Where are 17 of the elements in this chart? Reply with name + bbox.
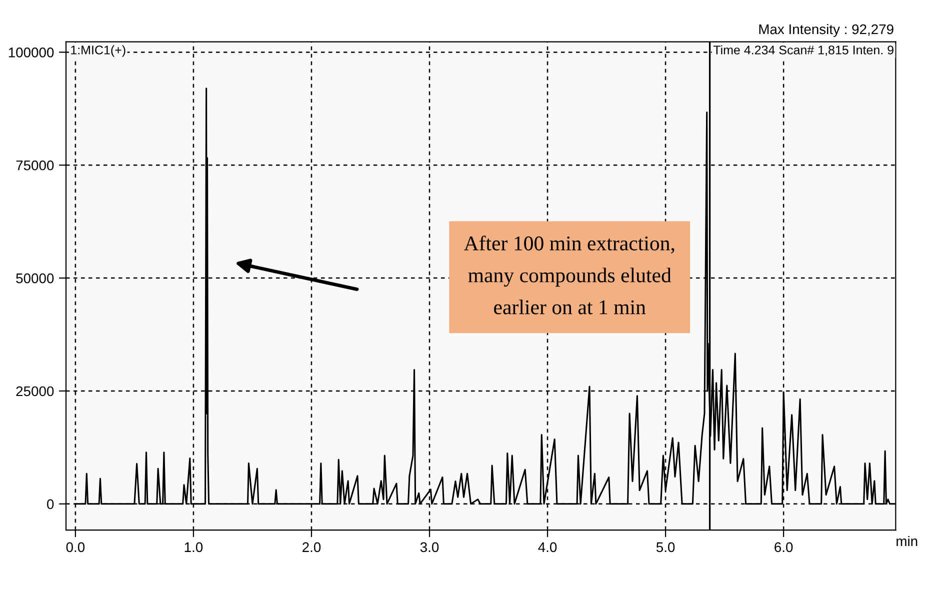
annotation: 1:MIC1(+) (71, 45, 126, 57)
x-tick-label: 2.0 (302, 542, 321, 552)
y-tick-label: 50000 (16, 273, 54, 284)
x-tick-label: 6.0 (774, 542, 793, 552)
x-tick-label: 0.0 (66, 542, 85, 552)
y-tick-label: 100000 (8, 48, 54, 58)
x-axis-title: min (896, 536, 918, 546)
y-tick-label: 25000 (16, 386, 54, 396)
x-tick-label: 1.0 (184, 542, 203, 552)
y-tick-label: 0 (47, 499, 54, 510)
y-tick-label: 75000 (16, 160, 54, 170)
x-tick-label: 4.0 (538, 542, 557, 552)
x-tick-label: 5.0 (656, 542, 675, 552)
text: Max Intensity : 92,279 (759, 24, 894, 37)
x-tick-label: 3.0 (420, 542, 439, 552)
annotation: Time 4.234 Scan# 1,815 Inten. 9 (713, 45, 894, 56)
annotation: After 100 min extraction, many compounds eluted earlier on at 1 min (464, 236, 674, 314)
